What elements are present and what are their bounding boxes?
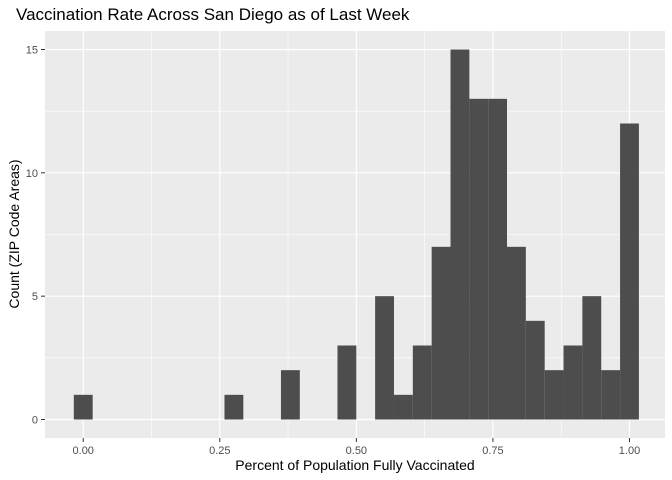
y-tick-label: 5 — [32, 291, 38, 303]
histogram-bars — [73, 49, 639, 420]
chart-title: Vaccination Rate Across San Diego as of … — [16, 5, 410, 24]
x-tick-label: 0.75 — [482, 445, 503, 457]
histogram-bar — [412, 345, 432, 420]
histogram-bar — [488, 98, 507, 420]
histogram-bar — [337, 345, 357, 420]
x-axis-label: Percent of Population Fully Vaccinated — [235, 457, 474, 473]
x-axis-ticks: 0.00 0.25 0.50 0.75 1.00 — [73, 438, 640, 457]
x-tick-label: 0.50 — [346, 445, 367, 457]
x-tick-label: 0.00 — [73, 445, 94, 457]
histogram-bar — [469, 98, 489, 420]
histogram-bar — [73, 394, 93, 420]
histogram-bar — [393, 394, 413, 420]
y-axis-label: Count (ZIP Code Areas) — [6, 159, 22, 308]
y-axis-ticks: 0 5 10 15 — [26, 45, 45, 427]
y-tick-label: 10 — [26, 168, 38, 180]
histogram-bar — [544, 370, 564, 420]
histogram-bar — [601, 370, 621, 420]
x-tick-label: 1.00 — [619, 445, 640, 457]
y-tick-label: 15 — [26, 45, 38, 57]
histogram-bar — [224, 394, 244, 420]
histogram-bar — [506, 246, 526, 420]
histogram-bar — [620, 123, 639, 420]
histogram-bar — [525, 320, 545, 420]
histogram-bar — [431, 246, 451, 420]
y-tick-label: 0 — [32, 415, 38, 427]
histogram-bar — [375, 296, 394, 420]
minor-gridlines — [45, 31, 665, 438]
histogram-bar — [280, 370, 300, 420]
histogram-bar — [450, 49, 470, 420]
histogram-bar — [582, 296, 602, 420]
x-tick-label: 0.25 — [209, 445, 230, 457]
histogram-bar — [563, 345, 583, 420]
